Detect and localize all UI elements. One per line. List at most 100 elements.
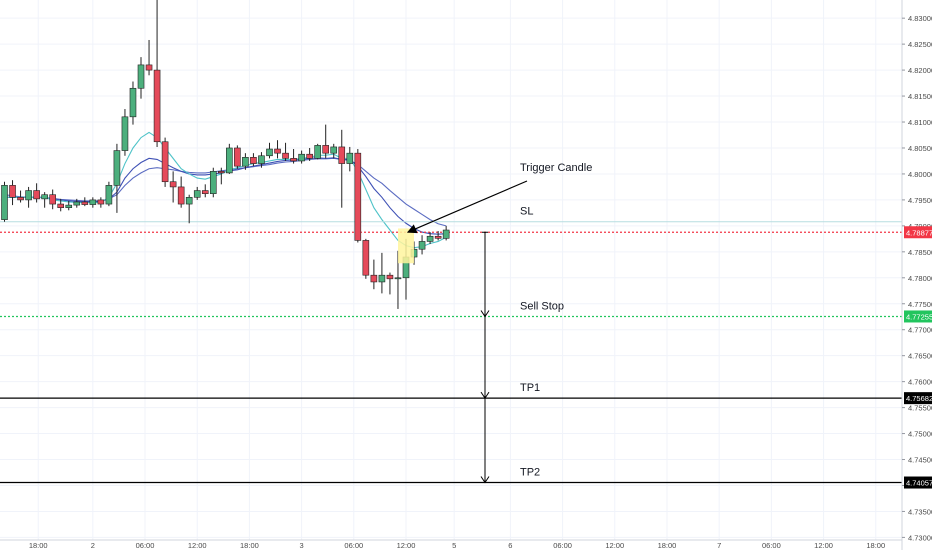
price-tick-label: 4.75500 xyxy=(908,404,932,413)
price-level-badge xyxy=(904,310,932,323)
price-tick-label: 4.77500 xyxy=(908,300,932,309)
candle-down xyxy=(201,190,209,194)
time-tick-label: 12:00 xyxy=(814,541,833,550)
time-tick-label: 12:00 xyxy=(605,541,624,550)
price-tick-label: 4.80500 xyxy=(908,144,932,153)
candle-up xyxy=(121,116,129,151)
target-arrowhead xyxy=(480,391,490,400)
level-annotation: TP1 xyxy=(520,382,540,394)
time-tick-label: 06:00 xyxy=(344,541,363,550)
moving-average-line xyxy=(4,157,447,235)
time-tick-label: 18:00 xyxy=(240,541,259,550)
candle-up xyxy=(418,241,426,250)
candle-down xyxy=(362,240,370,276)
candle-up xyxy=(346,152,354,164)
candle-down xyxy=(97,199,105,205)
level-annotation: TP2 xyxy=(520,467,540,479)
candlesticks xyxy=(1,0,450,309)
price-level-badge-label: 4.77255 xyxy=(906,312,932,321)
time-axis[interactable]: 18:00 2 06:00 12:00 18:00 3 06:00 12:00 5 6 06:00 1… xyxy=(0,539,902,550)
candle-up xyxy=(426,235,434,242)
candle-down xyxy=(17,197,24,201)
price-tick-label: 4.75000 xyxy=(908,430,932,439)
price-level-badge-label: 4.74057 xyxy=(906,479,932,488)
candle-up xyxy=(226,147,233,174)
candle-down xyxy=(370,274,378,283)
candle-up xyxy=(442,229,450,239)
moving-average-line xyxy=(4,157,447,227)
time-tick-label: 12:00 xyxy=(397,541,416,550)
candle-down xyxy=(434,235,442,239)
candle-up xyxy=(25,190,32,201)
candle-down xyxy=(57,203,65,208)
price-tick-label: 4.82500 xyxy=(908,40,932,49)
candle-down xyxy=(49,194,56,205)
level-annotation: Sell Stop xyxy=(520,300,564,312)
time-tick-label: 3 xyxy=(300,541,304,550)
candle-down xyxy=(338,146,346,164)
price-axis[interactable]: 4.83000 4.82500 4.82000 4.81500 4.81000 4.805… xyxy=(901,0,932,550)
price-tick-label: 4.77000 xyxy=(908,326,932,335)
candle-down xyxy=(169,181,177,188)
candle-down xyxy=(234,147,241,167)
price-tick-label: 4.81500 xyxy=(908,92,932,101)
level-annotation: SL xyxy=(520,206,533,218)
candle-down xyxy=(306,153,313,159)
candle-down xyxy=(354,152,362,241)
candle-up xyxy=(394,277,402,280)
candle-down xyxy=(282,152,289,159)
price-tick-label: 4.76500 xyxy=(908,352,932,361)
candle-up xyxy=(242,157,249,167)
candle-down xyxy=(153,69,161,143)
time-tick-label: 18:00 xyxy=(658,541,677,550)
time-tick-label: 18:00 xyxy=(29,541,48,550)
time-tick-label: 12:00 xyxy=(188,541,207,550)
candle-up xyxy=(129,87,137,118)
time-tick-label: 6 xyxy=(508,541,512,550)
price-tick-label: 4.80000 xyxy=(908,170,932,179)
price-tick-label: 4.79500 xyxy=(908,196,932,205)
candle-up xyxy=(113,150,121,186)
candle-down xyxy=(9,185,16,198)
candle-down xyxy=(161,141,169,183)
price-level-badge xyxy=(904,226,932,239)
candle-up xyxy=(89,199,97,205)
price-level-badge-label: 4.78877 xyxy=(906,228,932,237)
time-tick-label: 06:00 xyxy=(762,541,781,550)
trigger-candle-label: Trigger Candle xyxy=(520,162,592,174)
time-tick-label: 7 xyxy=(717,541,721,550)
candle-up xyxy=(330,146,338,154)
candle-down xyxy=(322,145,330,154)
target-arrowhead xyxy=(480,310,490,318)
time-tick-label: 18:00 xyxy=(866,541,885,550)
target-arrowhead xyxy=(480,476,490,484)
candle-up xyxy=(378,274,386,283)
time-tick-label: 2 xyxy=(91,541,95,550)
candle-down xyxy=(290,158,297,162)
candle-up xyxy=(65,204,73,208)
candle-down xyxy=(145,64,153,71)
price-tick-label: 4.73500 xyxy=(908,507,932,516)
candle-up xyxy=(193,190,201,198)
chart-grid xyxy=(0,0,902,540)
candle-up xyxy=(266,148,273,157)
candle-down xyxy=(386,274,394,280)
candle-up xyxy=(105,185,113,205)
price-tick-label: 4.73000 xyxy=(908,533,932,542)
price-tick-label: 4.78000 xyxy=(908,274,932,283)
price-tick-label: 4.74500 xyxy=(908,456,932,465)
candle-down xyxy=(33,190,40,200)
time-tick-label: 06:00 xyxy=(136,541,155,550)
candle-up xyxy=(258,155,265,164)
trigger-highlight xyxy=(398,228,414,264)
price-level-badge xyxy=(904,476,932,489)
price-tick-label: 4.83000 xyxy=(908,14,932,23)
candle-down xyxy=(218,171,225,174)
candle-down xyxy=(177,186,185,205)
price-level-badge-label: 4.75682 xyxy=(906,394,932,403)
trigger-arrow xyxy=(406,180,528,234)
candle-up xyxy=(298,153,305,162)
candle-up xyxy=(137,64,145,89)
price-tick-label: 4.81000 xyxy=(908,118,932,127)
